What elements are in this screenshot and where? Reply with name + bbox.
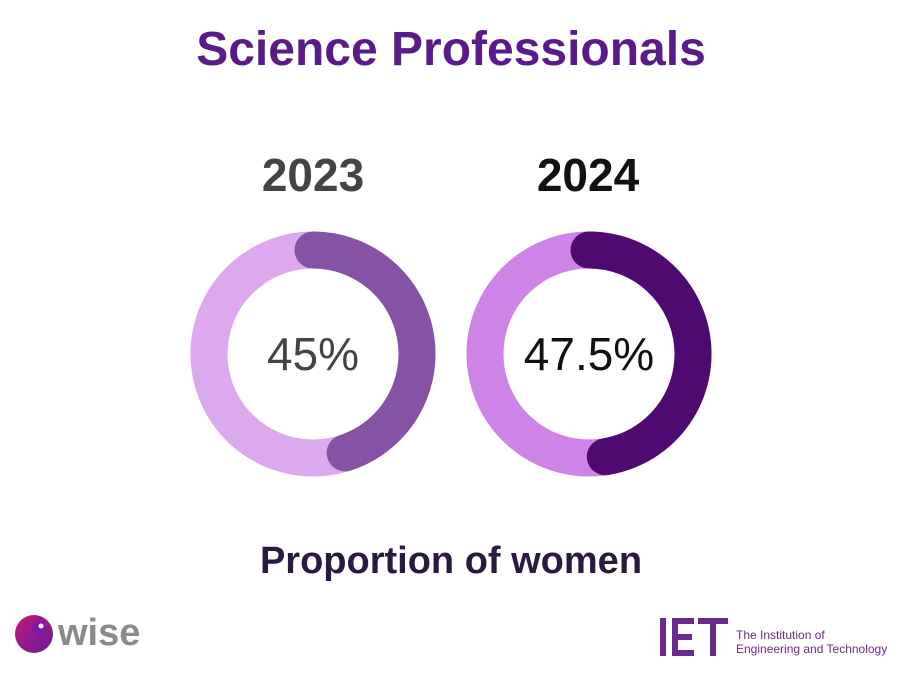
chart-subtitle: Proportion of women: [259, 540, 643, 582]
donut-value-arc-2024: [570, 231, 712, 476]
year-label-2024: 2024: [536, 149, 640, 201]
wise-logo-icon: [15, 615, 53, 653]
iet-text-line2: Engineering and Technology: [736, 642, 888, 656]
wise-logo: wise: [14, 612, 154, 660]
donut-value-arc-2023: [294, 231, 436, 472]
donut-value-label-2024: 47.5%: [524, 328, 654, 380]
donut-2023: 45%: [190, 231, 436, 477]
wise-logo-text: wise: [58, 612, 141, 654]
iet-logo: The Institution of Engineering and Techn…: [660, 616, 896, 660]
iet-logo-icon: [660, 618, 728, 656]
iet-logo-text: The Institution of Engineering and Techn…: [736, 628, 887, 656]
year-label-2023: 2023: [261, 149, 365, 201]
donut-value-label-2023: 45%: [267, 328, 359, 380]
iet-text-line1: The Institution of: [736, 628, 825, 642]
page-title: Science Professionals: [196, 23, 706, 76]
donut-2024: 47.5%: [466, 231, 712, 477]
